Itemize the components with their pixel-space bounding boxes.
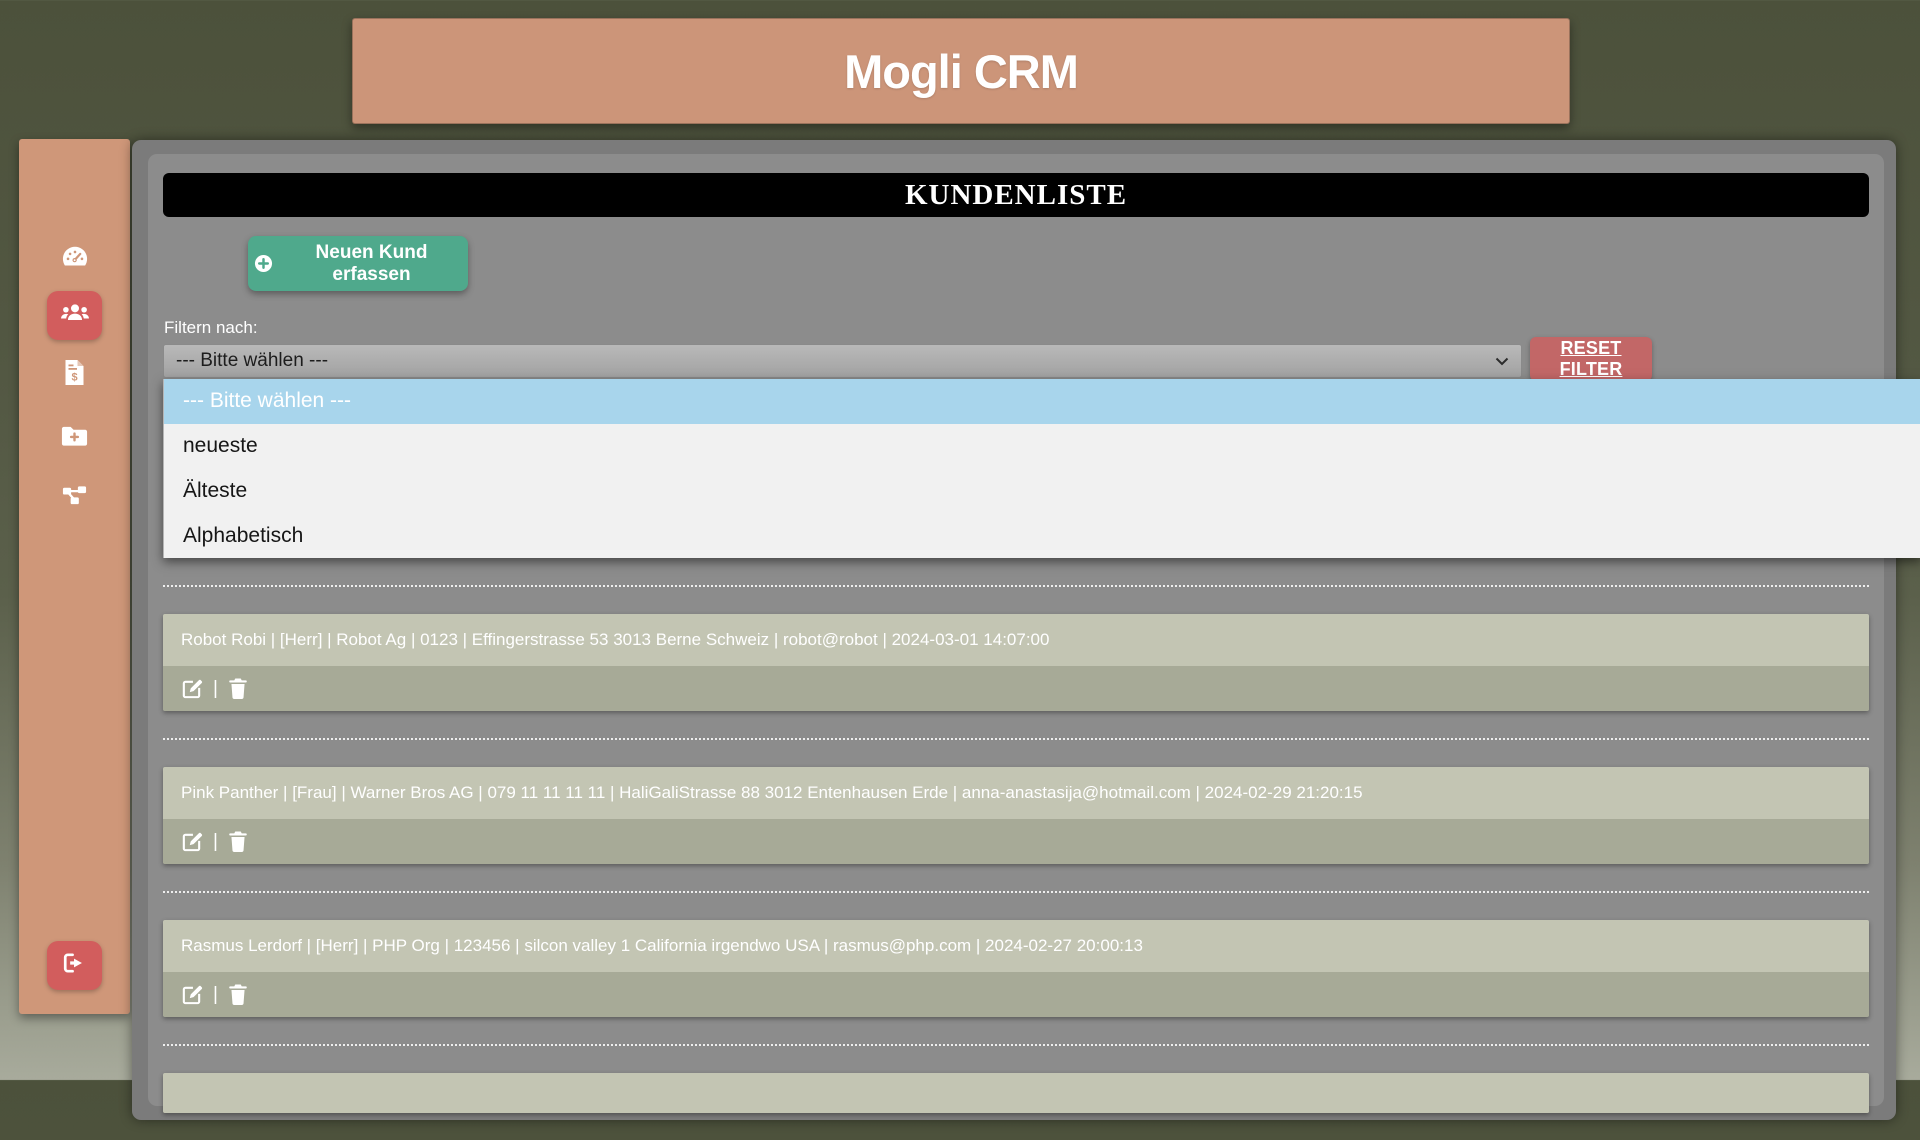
page-title: KUNDENLISTE bbox=[904, 178, 1128, 211]
filter-select-value: --- Bitte wählen --- bbox=[176, 350, 329, 371]
sitemap-icon bbox=[61, 483, 88, 512]
row-divider bbox=[163, 585, 1869, 587]
dropdown-option-alphabetisch[interactable]: Alphabetisch bbox=[183, 523, 304, 547]
delete-button[interactable] bbox=[228, 983, 248, 1006]
delete-button[interactable] bbox=[228, 677, 248, 700]
trash-icon bbox=[228, 830, 248, 853]
app-header: Mogli CRM bbox=[352, 18, 1570, 124]
customer-summary: Pink Panther | [Frau] | Warner Bros AG |… bbox=[163, 767, 1869, 819]
edit-icon bbox=[180, 830, 203, 853]
chevron-down-icon bbox=[1495, 357, 1509, 366]
table-row: Pink Panther | [Frau] | Warner Bros AG |… bbox=[163, 767, 1869, 864]
filter-select[interactable]: --- Bitte wählen --- bbox=[163, 344, 1522, 378]
new-customer-button-label: Neuen Kund erfassen bbox=[315, 241, 428, 285]
users-icon bbox=[59, 300, 91, 331]
file-invoice-dollar-icon: $ bbox=[64, 359, 85, 391]
table-row-partial bbox=[163, 1073, 1869, 1113]
new-customer-button[interactable]: Neuen Kund erfassen bbox=[248, 236, 468, 291]
table-row: Rasmus Lerdorf | [Herr] | PHP Org | 1234… bbox=[163, 920, 1869, 1017]
row-actions: | bbox=[163, 666, 1869, 711]
edit-button[interactable] bbox=[180, 830, 203, 853]
sidebar-item-dashboard[interactable] bbox=[19, 244, 130, 275]
edit-icon bbox=[180, 677, 203, 700]
actions-separator: | bbox=[213, 830, 218, 852]
plus-circle-icon bbox=[254, 254, 273, 273]
folder-plus-icon bbox=[60, 424, 89, 453]
dropdown-option-bitte-waehlen[interactable]: --- Bitte wählen --- bbox=[164, 379, 1920, 424]
delete-button[interactable] bbox=[228, 830, 248, 853]
row-divider bbox=[163, 1044, 1869, 1046]
sign-out-icon bbox=[61, 951, 88, 980]
sidebar-item-invoices[interactable]: $ bbox=[19, 359, 130, 391]
content-panel-inner: KUNDENLISTE Neuen Kund erfassen Filtern … bbox=[148, 154, 1884, 1113]
customer-summary: Robot Robi | [Herr] | Robot Ag | 0123 | … bbox=[163, 614, 1869, 666]
sidebar-item-sitemap[interactable] bbox=[19, 483, 130, 512]
edit-icon bbox=[180, 983, 203, 1006]
trash-icon bbox=[228, 677, 248, 700]
row-actions: | bbox=[163, 972, 1869, 1017]
edit-button[interactable] bbox=[180, 677, 203, 700]
content-panel-outer: KUNDENLISTE Neuen Kund erfassen Filtern … bbox=[132, 140, 1896, 1120]
logout-button[interactable] bbox=[47, 941, 102, 990]
sidebar-item-folders[interactable] bbox=[19, 424, 130, 453]
reset-filter-button[interactable]: RESET FILTER bbox=[1530, 337, 1652, 381]
customer-summary: Rasmus Lerdorf | [Herr] | PHP Org | 1234… bbox=[163, 920, 1869, 972]
row-divider bbox=[163, 891, 1869, 893]
table-row: Robot Robi | [Herr] | Robot Ag | 0123 | … bbox=[163, 614, 1869, 711]
sidebar: $ bbox=[19, 139, 130, 1014]
page-title-bar: KUNDENLISTE bbox=[163, 173, 1869, 217]
svg-text:$: $ bbox=[71, 372, 77, 384]
dropdown-option-aelteste[interactable]: Älteste bbox=[183, 478, 248, 502]
app-title: Mogli CRM bbox=[844, 44, 1079, 98]
row-actions: | bbox=[163, 819, 1869, 864]
customer-list: Robot Robi | [Herr] | Robot Ag | 0123 | … bbox=[163, 585, 1869, 1140]
sidebar-item-customers[interactable] bbox=[47, 291, 102, 340]
row-divider bbox=[163, 738, 1869, 740]
actions-separator: | bbox=[213, 983, 218, 1005]
dropdown-option-neueste[interactable]: neueste bbox=[183, 434, 258, 458]
actions-separator: | bbox=[213, 677, 218, 699]
gauge-icon bbox=[60, 244, 90, 275]
filter-dropdown-list: --- Bitte wählen --- neueste Älteste Alp… bbox=[163, 379, 1920, 558]
filter-label: Filtern nach: bbox=[164, 318, 258, 337]
trash-icon bbox=[228, 983, 248, 1006]
edit-button[interactable] bbox=[180, 983, 203, 1006]
